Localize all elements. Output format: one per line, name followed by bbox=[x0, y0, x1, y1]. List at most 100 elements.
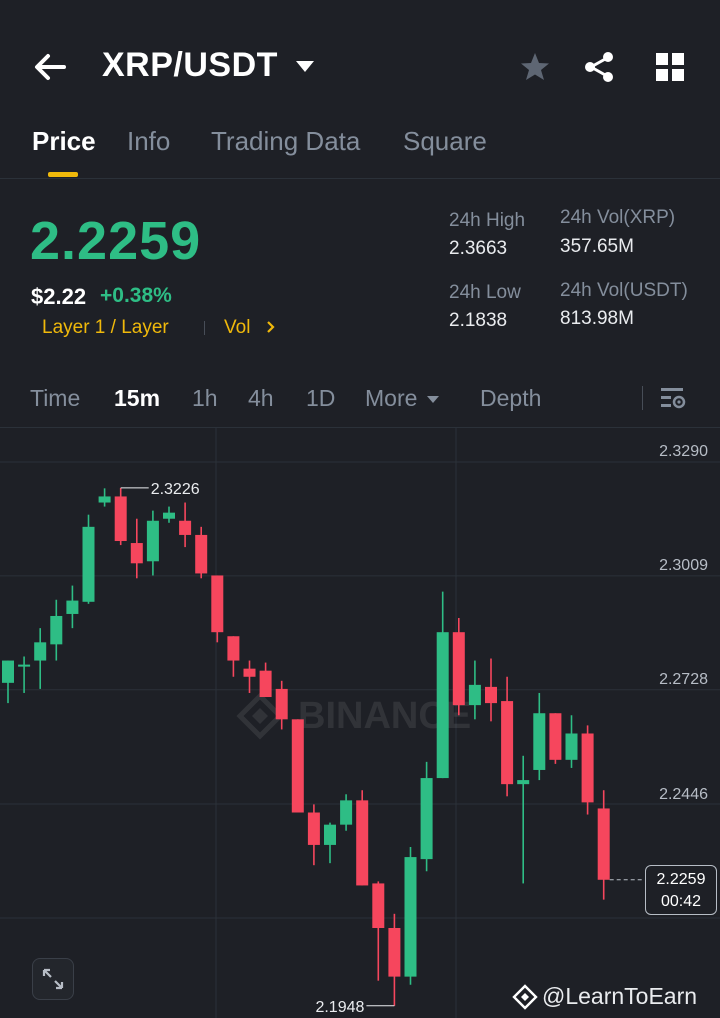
tab-square[interactable]: Square bbox=[403, 126, 487, 156]
share-button[interactable] bbox=[582, 50, 616, 84]
candle bbox=[517, 755, 530, 884]
watermark: BINANCE bbox=[236, 692, 471, 740]
candle bbox=[324, 822, 336, 864]
candle-body bbox=[452, 632, 465, 706]
tf-15m[interactable]: 15m bbox=[114, 385, 161, 411]
y-tick-label: 2.3009 bbox=[659, 557, 708, 574]
candle-body bbox=[275, 688, 288, 720]
more-caret-icon bbox=[426, 392, 440, 410]
price-change: +0.38% bbox=[100, 284, 172, 307]
fullscreen-button[interactable] bbox=[32, 958, 74, 1000]
tag-separator bbox=[204, 321, 205, 335]
category-tag[interactable]: Layer 1 / Layer bbox=[42, 317, 169, 338]
candle-body bbox=[501, 701, 514, 785]
candle-body bbox=[34, 642, 47, 661]
candle-body bbox=[549, 713, 562, 760]
candle bbox=[66, 585, 79, 629]
tf-4h[interactable]: 4h bbox=[248, 385, 274, 411]
tf-depth[interactable]: Depth bbox=[480, 385, 542, 411]
candle-body bbox=[517, 780, 530, 785]
back-arrow-icon bbox=[35, 54, 66, 80]
candle-body bbox=[468, 684, 481, 706]
y-tick-label: 2.2446 bbox=[659, 786, 708, 803]
tabs-divider bbox=[0, 178, 720, 179]
min-price-label: 2.1948 bbox=[315, 999, 364, 1016]
y-tick-label: 2.2728 bbox=[659, 671, 708, 688]
tf-1d[interactable]: 1D bbox=[306, 385, 336, 411]
candle-body bbox=[533, 713, 546, 770]
candle bbox=[130, 518, 143, 579]
tab-info[interactable]: Info bbox=[127, 126, 171, 156]
dropdown-caret-icon bbox=[296, 61, 314, 72]
candle bbox=[372, 881, 385, 981]
vol-quote-label: 24h Vol(USDT) bbox=[560, 280, 688, 301]
source-watermark: @LearnToEarn bbox=[512, 983, 697, 1010]
candle bbox=[581, 725, 594, 815]
candle-body bbox=[163, 512, 175, 519]
candle bbox=[34, 628, 47, 689]
vol-quote-value: 813.98M bbox=[560, 308, 634, 329]
candle-body bbox=[436, 632, 449, 779]
candle bbox=[98, 488, 111, 507]
share-icon bbox=[585, 52, 613, 82]
menu-grid-button[interactable] bbox=[654, 51, 686, 83]
vol-base-label: 24h Vol(XRP) bbox=[560, 207, 676, 228]
candle-body bbox=[211, 575, 224, 633]
expand-icon bbox=[42, 968, 64, 990]
candle bbox=[146, 510, 159, 576]
candle bbox=[18, 656, 31, 693]
candle bbox=[340, 794, 353, 831]
tf-time[interactable]: Time bbox=[30, 385, 81, 411]
candle bbox=[404, 846, 417, 985]
candle bbox=[179, 502, 192, 548]
candle bbox=[388, 913, 401, 1006]
candle bbox=[2, 660, 14, 704]
candle bbox=[549, 713, 562, 764]
star-icon bbox=[521, 53, 549, 80]
chart-area[interactable]: BINANCE 2.3226 2.1948 bbox=[0, 428, 720, 1018]
candle-body bbox=[114, 496, 127, 542]
watermark-handle: @LearnToEarn bbox=[542, 983, 698, 1009]
candle bbox=[114, 487, 127, 546]
candle bbox=[195, 526, 208, 579]
low-value: 2.1838 bbox=[449, 310, 508, 331]
tf-1h[interactable]: 1h bbox=[192, 385, 218, 411]
pair-title[interactable]: XRP/USDT bbox=[102, 46, 278, 84]
pair-dropdown[interactable] bbox=[294, 58, 316, 74]
candle bbox=[597, 790, 610, 900]
vol-base-value: 357.65M bbox=[560, 236, 634, 257]
candle bbox=[50, 599, 63, 661]
max-price-label: 2.3226 bbox=[151, 481, 200, 498]
binance-logo-icon bbox=[512, 983, 538, 1010]
vol-link[interactable]: Vol bbox=[224, 317, 251, 338]
candle-body bbox=[307, 812, 320, 845]
toolbar-divider bbox=[0, 427, 720, 428]
candle-body bbox=[50, 615, 63, 645]
candle bbox=[565, 715, 578, 768]
favorite-button[interactable] bbox=[518, 50, 552, 84]
low-label: 24h Low bbox=[449, 282, 521, 303]
y-tick-label: 2.3290 bbox=[659, 443, 708, 460]
candle bbox=[211, 575, 224, 643]
candle-body bbox=[82, 526, 95, 602]
candle-body bbox=[565, 733, 578, 760]
candle-body bbox=[420, 778, 433, 860]
candle-countdown: 00:42 bbox=[660, 893, 702, 910]
chart-settings-button[interactable] bbox=[659, 385, 687, 413]
active-tab-indicator bbox=[48, 172, 78, 177]
candle-body bbox=[2, 660, 14, 683]
candle bbox=[485, 658, 497, 722]
tf-more[interactable]: More bbox=[365, 385, 418, 411]
candle bbox=[307, 804, 320, 866]
candle bbox=[259, 662, 272, 698]
candle bbox=[227, 636, 240, 677]
candle-body bbox=[388, 927, 401, 977]
candle-body bbox=[404, 857, 417, 977]
candle bbox=[163, 506, 175, 523]
back-button[interactable] bbox=[30, 50, 70, 84]
candle bbox=[356, 790, 369, 886]
candlestick-chart[interactable]: BINANCE 2.3226 2.1948 bbox=[0, 428, 720, 1018]
tab-price[interactable]: Price bbox=[32, 126, 96, 156]
candle-body bbox=[372, 883, 385, 928]
tab-trading-data[interactable]: Trading Data bbox=[211, 126, 361, 156]
